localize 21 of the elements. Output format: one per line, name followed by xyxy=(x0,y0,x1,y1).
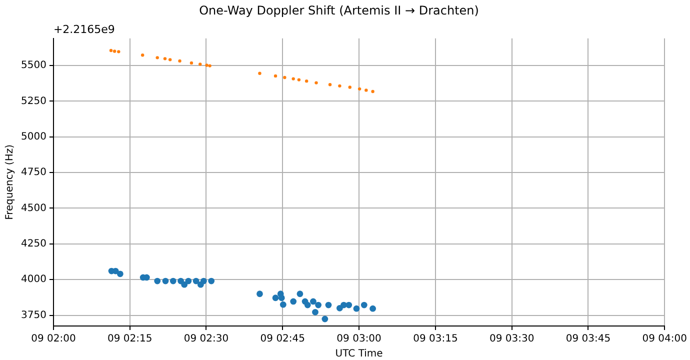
x-tick-label: 09 03:15 xyxy=(413,334,458,345)
y-tick-label: 4500 xyxy=(20,202,46,214)
x-tick-label: 09 03:00 xyxy=(336,334,382,345)
y-tick-label: 5250 xyxy=(20,96,46,107)
y-tick-label: 4750 xyxy=(20,167,46,178)
chart-title: One-Way Doppler Shift (Artemis II → Drachten) xyxy=(199,3,479,18)
y-tick-label: 4250 xyxy=(20,238,46,250)
x-tick-label: 09 02:15 xyxy=(107,334,152,345)
x-axis-title: UTC Time xyxy=(335,348,383,360)
x-tick-label: 09 02:30 xyxy=(184,334,229,345)
y-tick-label: 4000 xyxy=(20,274,46,286)
x-tick-label: 09 03:45 xyxy=(566,334,611,345)
x-tick-label: 09 03:30 xyxy=(489,334,534,345)
y-tick-label: 5000 xyxy=(20,131,46,142)
x-tick-label: 09 02:45 xyxy=(260,334,306,345)
y-tick-label: 3750 xyxy=(20,310,46,321)
text: +2.2165e9 xyxy=(53,22,115,36)
x-tick-label: 09 02:00 xyxy=(31,334,76,345)
y-axis-title: Frequency (Hz) xyxy=(4,144,16,220)
y-tick-label: 5500 xyxy=(20,60,46,72)
x-tick-label: 09 04:00 xyxy=(642,334,688,345)
